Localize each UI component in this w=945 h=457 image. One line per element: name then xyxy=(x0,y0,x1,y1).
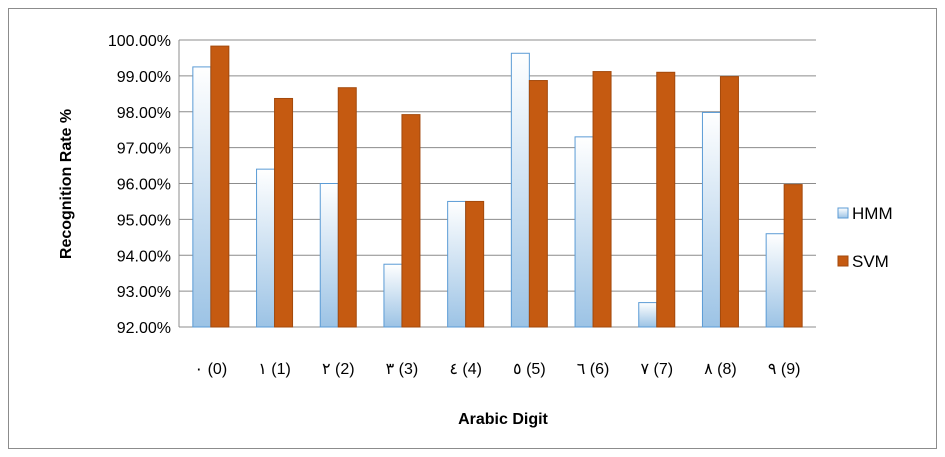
bar-svm xyxy=(719,76,739,328)
y-tick-label: 99.00% xyxy=(117,69,171,86)
bars xyxy=(192,45,803,328)
x-tick-label: ٥ (5) xyxy=(513,361,546,378)
bar-hmm xyxy=(701,111,721,328)
y-tick-label: 96.00% xyxy=(117,177,171,194)
y-axis-title: Recognition Rate % xyxy=(58,109,75,259)
legend-swatch-svm xyxy=(837,255,849,267)
x-tick-label: ٢ (2) xyxy=(322,361,355,378)
x-axis-title: Arabic Digit xyxy=(458,411,548,428)
bar-svm xyxy=(656,71,676,328)
bar-hmm xyxy=(574,136,594,328)
bar-hmm xyxy=(510,52,530,328)
bar-svm xyxy=(783,184,803,328)
x-tick-label: ١ (1) xyxy=(258,361,291,378)
bar-hmm xyxy=(447,200,467,328)
x-tick-label: ٣ (3) xyxy=(386,361,419,378)
bar-hmm xyxy=(383,263,403,328)
y-axis-ticks: 92.00% 93.00% 94.00% 95.00% 96.00% 97.00% 98.0… xyxy=(108,33,171,337)
bar-hmm xyxy=(638,302,658,328)
legend-swatch-hmm xyxy=(837,207,849,219)
y-tick-label: 97.00% xyxy=(117,141,171,158)
bar-svm xyxy=(592,71,612,328)
bar-svm xyxy=(210,45,230,328)
y-tick-label: 100.00% xyxy=(108,33,171,50)
x-tick-label: ٩ (9) xyxy=(768,361,801,378)
x-tick-label: ٤ (4) xyxy=(449,361,482,378)
y-tick-label: 92.00% xyxy=(117,320,171,337)
x-tick-label: ٨ (8) xyxy=(704,361,737,378)
y-tick-label: 94.00% xyxy=(117,248,171,265)
y-tick-label: 95.00% xyxy=(117,212,171,229)
x-tick-label: ٦ (6) xyxy=(577,361,610,378)
bar-svm xyxy=(528,80,548,328)
x-tick-label: ٧ (7) xyxy=(640,361,673,378)
bar-svm xyxy=(337,87,357,328)
x-tick-label: ٠ (0) xyxy=(195,361,228,378)
bar-hmm xyxy=(319,183,339,328)
bar-svm xyxy=(465,200,485,328)
y-tick-label: 93.00% xyxy=(117,284,171,301)
bar-hmm xyxy=(192,66,212,328)
legend-label-svm: SVM xyxy=(852,252,889,271)
bar-hmm xyxy=(256,168,276,328)
y-tick-label: 98.00% xyxy=(117,105,171,122)
bar-svm xyxy=(274,97,294,328)
legend: HMM SVM xyxy=(837,204,893,271)
legend-label-hmm: HMM xyxy=(852,204,893,223)
bar-svm xyxy=(401,114,421,328)
x-axis-ticks: ٠ (0) ١ (1) ٢ (2) ٣ (3) ٤ (4) ٥ (5) ٦ (6) ٧ (7)… xyxy=(195,361,801,378)
bar-hmm xyxy=(765,233,785,328)
